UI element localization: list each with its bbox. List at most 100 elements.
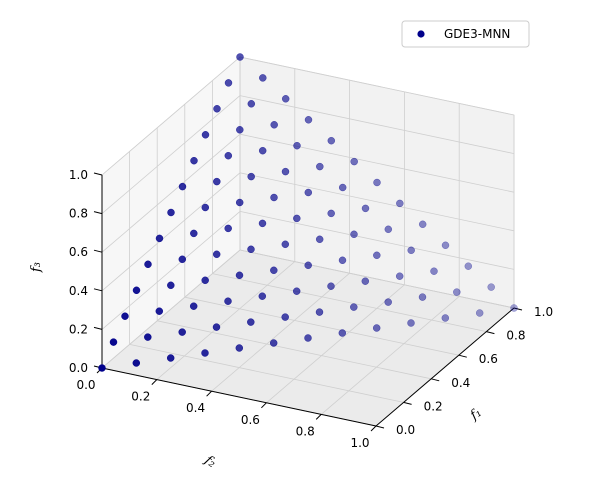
z-tick-label-0: 0.0 xyxy=(69,361,88,375)
data-point-52 xyxy=(236,126,244,134)
data-point-21 xyxy=(350,230,358,239)
data-point-27 xyxy=(316,162,324,171)
data-point-3 xyxy=(475,309,484,317)
grid-wall-yz-3 xyxy=(101,133,241,253)
grid-wall-yz-0 xyxy=(101,249,241,369)
data-point-55 xyxy=(213,105,221,113)
z-tick-mark-3 xyxy=(93,249,103,253)
data-point-40 xyxy=(293,214,301,223)
legend-marker xyxy=(417,30,425,38)
x-tick-label-4: 0.8 xyxy=(506,329,525,343)
data-point-53 xyxy=(247,172,255,181)
data-point-16 xyxy=(373,251,381,260)
grid-floor-y-1 xyxy=(212,273,487,332)
data-point-54 xyxy=(270,266,278,275)
z-tick-mark-5 xyxy=(93,172,103,176)
x-tick-mark-1 xyxy=(403,401,412,405)
data-point-71 xyxy=(212,323,221,331)
grid-floor-x-1 xyxy=(156,261,296,380)
z-axis-label: f₃ xyxy=(29,262,44,273)
y-tick-mark-5 xyxy=(370,425,377,432)
data-point-77 xyxy=(189,302,198,310)
y-tick-label-4: 0.8 xyxy=(296,424,315,438)
axis-lines xyxy=(101,175,515,427)
data-point-26 xyxy=(304,116,313,124)
data-point-78 xyxy=(201,349,209,357)
data-point-63 xyxy=(224,224,232,233)
data-point-45 xyxy=(270,193,278,202)
data-point-0 xyxy=(510,304,518,312)
data-point-79 xyxy=(167,281,175,290)
data-point-80 xyxy=(155,234,164,243)
data-point-9 xyxy=(396,199,404,208)
x-axis-label: f₁ xyxy=(467,405,485,424)
y-tick-mark-1 xyxy=(151,379,158,385)
data-point-84 xyxy=(166,354,175,362)
y-axis-label: f₂ xyxy=(201,452,219,471)
x-tick-label-5: 1.0 xyxy=(534,305,553,319)
grid-floor-y-3 xyxy=(157,320,432,380)
data-point-10 xyxy=(418,293,427,301)
data-point-28 xyxy=(327,209,335,218)
data-point-58 xyxy=(247,245,255,254)
grid-floor-x-4 xyxy=(320,296,460,415)
x-tick-label-1: 0.2 xyxy=(424,399,443,413)
data-point-7 xyxy=(418,220,427,229)
grid-floor-x-3 xyxy=(266,284,405,404)
data-point-89 xyxy=(109,338,118,346)
data-point-85 xyxy=(132,286,141,295)
z-tick-label-4: 0.8 xyxy=(69,207,88,221)
data-point-75 xyxy=(167,208,175,217)
grid-floor-y-4 xyxy=(129,344,404,403)
legend-label: GDE3-MNN xyxy=(444,27,510,41)
grid-wall-xz-1 xyxy=(239,211,515,270)
legend: GDE3-MNN xyxy=(401,20,530,48)
data-point-48 xyxy=(304,334,312,342)
data-point-46 xyxy=(281,240,290,249)
y-tick-mark-3 xyxy=(261,402,267,409)
data-point-31 xyxy=(315,235,324,244)
x-axis-line xyxy=(375,307,515,427)
y-tick-label-5: 1.0 xyxy=(350,436,369,450)
grid-wall-xz-5 xyxy=(239,56,515,116)
z-tick-mark-1 xyxy=(93,326,103,330)
data-point-32 xyxy=(327,282,335,290)
data-point-64 xyxy=(235,271,244,280)
grid-floor-y-2 xyxy=(184,296,459,356)
z-tick-mark-4 xyxy=(93,211,103,215)
data-point-17 xyxy=(350,157,358,166)
x-tick-mark-0 xyxy=(375,425,385,429)
data-point-6 xyxy=(441,314,450,322)
grid-floor-x-2 xyxy=(211,272,350,392)
data-point-43 xyxy=(247,100,256,108)
grid-wall-xz-4 xyxy=(239,95,515,154)
y-tick-mark-4 xyxy=(315,414,322,420)
data-point-38 xyxy=(259,74,267,82)
data-point-66 xyxy=(190,156,198,165)
data-point-29 xyxy=(338,256,347,265)
data-point-41 xyxy=(315,308,324,316)
data-point-68 xyxy=(201,203,210,212)
data-point-4 xyxy=(441,241,450,250)
data-point-5 xyxy=(453,288,461,296)
grid-wall-xz-3 xyxy=(239,133,515,193)
data-point-60 xyxy=(269,339,278,347)
data-point-8 xyxy=(430,267,438,275)
grid-wall-xz-0 xyxy=(239,249,515,309)
axis-panes xyxy=(101,56,515,427)
data-point-19 xyxy=(384,298,392,306)
data-point-90 xyxy=(98,364,106,372)
data-point-24 xyxy=(372,324,381,332)
data-point-35 xyxy=(304,188,313,197)
data-point-11 xyxy=(407,246,415,255)
data-point-69 xyxy=(212,250,221,259)
data-point-62 xyxy=(213,177,221,186)
data-point-2 xyxy=(464,262,473,270)
scatter-points xyxy=(98,53,518,372)
x-tick-mark-5 xyxy=(513,307,523,311)
data-point-47 xyxy=(292,287,301,295)
tick-labels: 0.0 0.2 0.4 0.6 0.8 1.0 0.0 0.2 0.4 0.6 0.8 1.0 0.0 0… xyxy=(69,168,553,450)
data-point-73 xyxy=(190,229,198,238)
data-point-25 xyxy=(350,303,358,311)
data-point-57 xyxy=(224,151,233,160)
